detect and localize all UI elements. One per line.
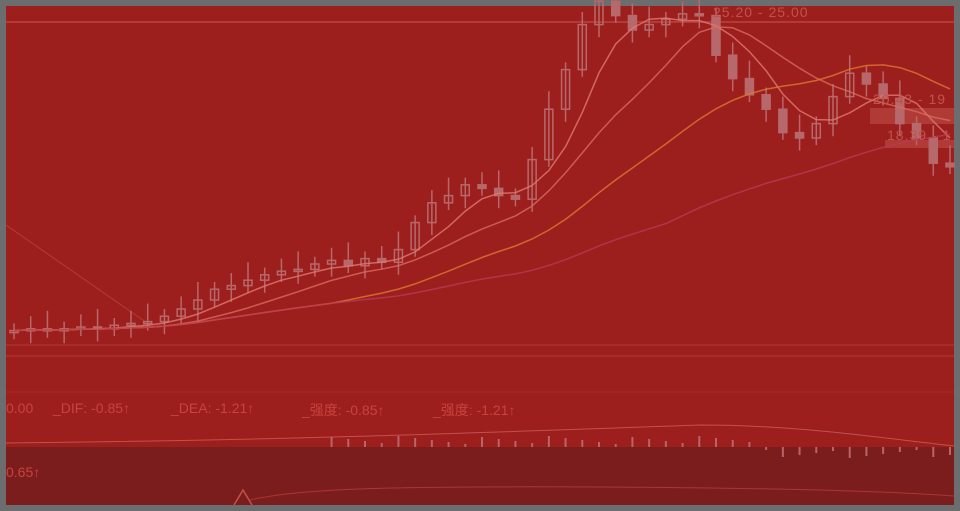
candle-body <box>159 315 170 323</box>
candle-body <box>610 0 621 17</box>
legend-zero: 0.00 <box>6 400 34 416</box>
candle-body <box>360 257 370 267</box>
triangle-marker-icon <box>233 488 253 506</box>
candle-body <box>326 259 337 265</box>
candle-body <box>594 0 604 26</box>
candle-body <box>527 158 537 200</box>
moving-average-line <box>13 64 951 332</box>
candle-body <box>677 13 688 20</box>
candle-body <box>627 14 638 31</box>
candle-body <box>928 137 939 164</box>
candle-body <box>828 95 838 125</box>
price-label-high: 25.20 - 25.00 <box>713 4 809 20</box>
candle-body <box>744 77 755 96</box>
candle-body <box>209 288 220 301</box>
price-band <box>885 140 954 148</box>
candle-body <box>226 284 237 290</box>
legend-dif: _DIF: -0.85↑ <box>53 400 131 416</box>
candle-body <box>761 94 771 110</box>
candle-body <box>443 194 454 204</box>
candle-body <box>343 259 354 267</box>
candle-body <box>878 83 888 100</box>
legend-strength-2: _强度: -1.21↑ <box>433 402 516 418</box>
candle-body <box>460 184 471 197</box>
moving-average-line <box>13 17 951 332</box>
price-label-mid: 20.43 - 19 <box>873 91 947 107</box>
candle-body <box>727 54 738 80</box>
price-pane[interactable] <box>6 6 954 505</box>
legend-strength-1: _强度: -0.85↑ <box>302 402 385 418</box>
candle-body <box>544 108 554 161</box>
candle-body <box>911 122 922 139</box>
candle-body <box>861 72 872 85</box>
candle-body <box>493 187 504 197</box>
candle-body <box>844 72 855 98</box>
trend-line <box>5 224 151 326</box>
candle-body <box>410 221 420 251</box>
candle-body <box>711 14 721 56</box>
candle-body <box>142 320 153 325</box>
candle-body <box>393 248 404 263</box>
candle-body <box>276 270 287 276</box>
lower-line <box>249 486 955 501</box>
candle-body <box>310 263 320 271</box>
candle-body <box>510 194 521 200</box>
candle-body <box>427 202 437 224</box>
candle-body <box>259 274 270 281</box>
candle-body <box>661 18 671 26</box>
candle-body <box>243 279 253 287</box>
candle-body <box>560 68 571 110</box>
candle-body <box>176 308 186 317</box>
candle-body <box>577 23 588 71</box>
candle-body <box>644 23 654 31</box>
candle-body <box>126 322 136 327</box>
lower-indicator-pane[interactable] <box>6 447 954 505</box>
moving-average-line <box>13 133 951 332</box>
dif-line <box>5 424 955 447</box>
price-label-low: 18.39 - 1 <box>887 127 952 143</box>
candle-body <box>477 184 487 190</box>
candle-body <box>811 122 822 139</box>
candle-body <box>794 131 805 139</box>
legend-dea: _DEA: -1.21↑ <box>171 400 255 416</box>
candle-body <box>694 13 705 17</box>
candle-body <box>945 162 955 168</box>
candle-body <box>193 299 203 310</box>
candle-body <box>778 108 788 134</box>
candle-body <box>293 268 303 273</box>
candle-body <box>895 97 905 125</box>
lower-value-label: 0.65↑ <box>6 464 41 480</box>
